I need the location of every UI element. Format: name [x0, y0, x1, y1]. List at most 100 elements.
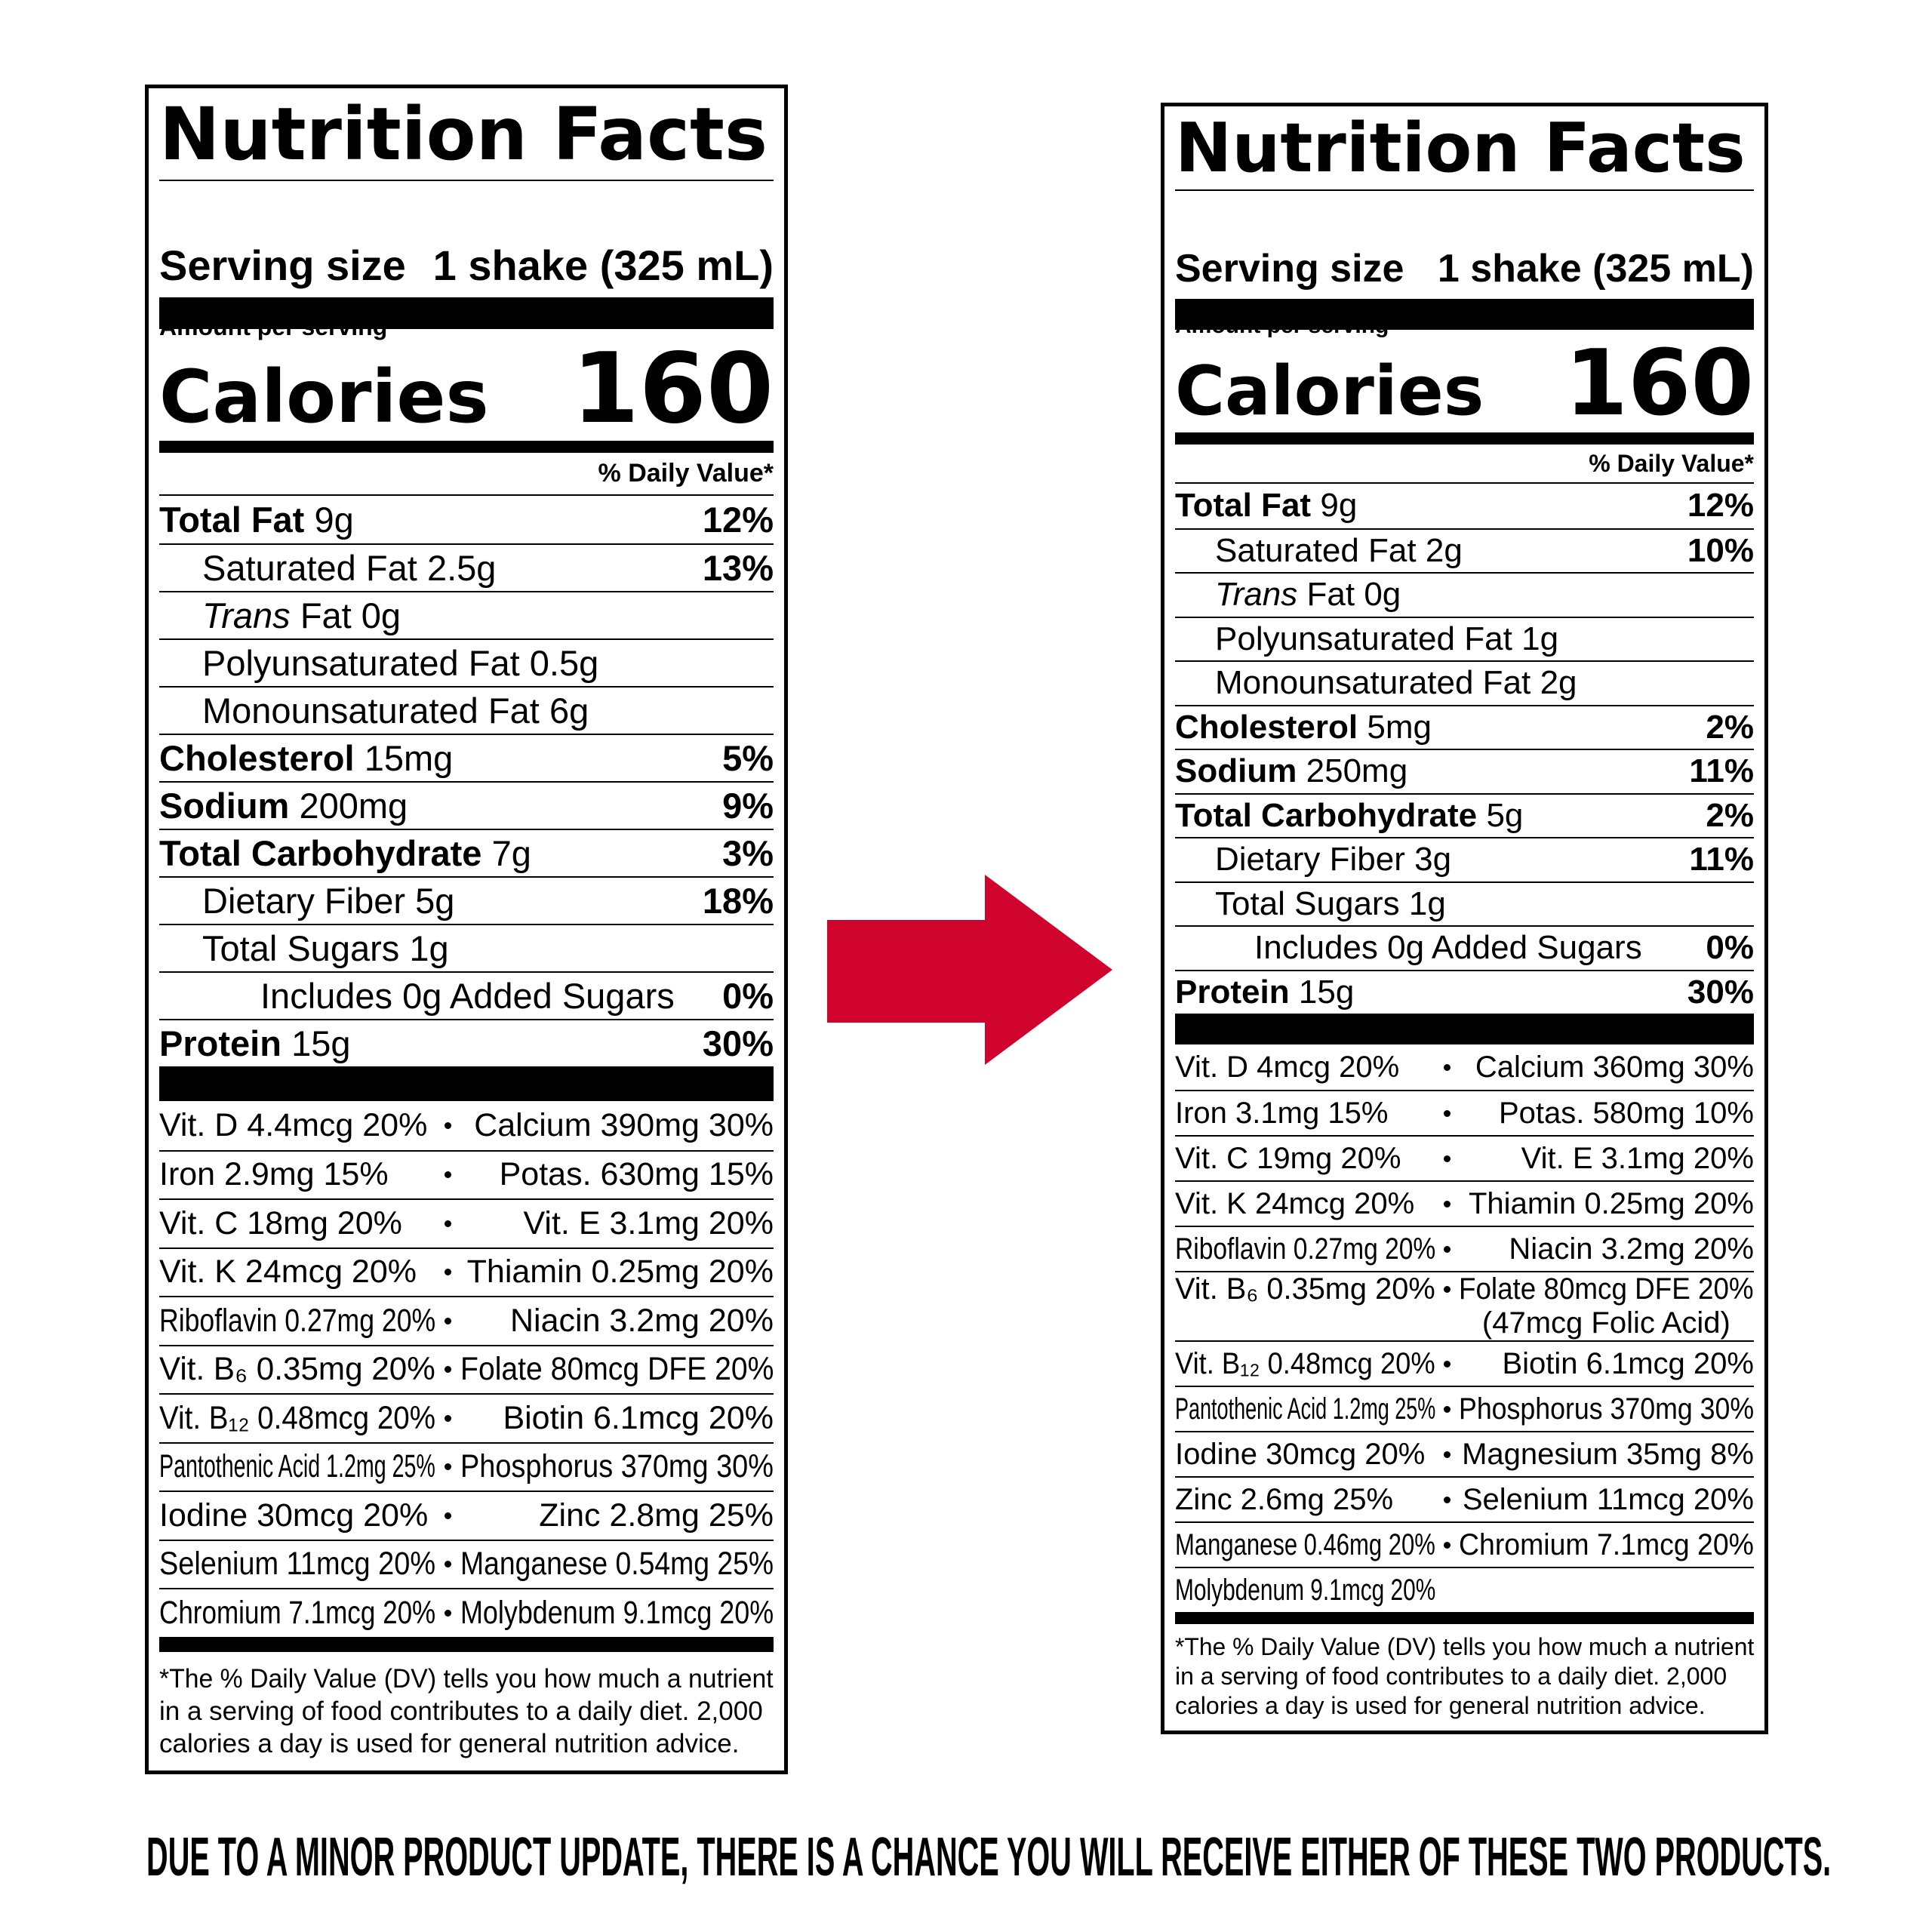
nutrient-dv: 3%: [722, 833, 774, 873]
nutrient-amount: Fat 0g: [300, 595, 401, 635]
vitamin-left: Manganese 0.46mg 20%: [1175, 1527, 1435, 1561]
nutrient-amount: 5g: [415, 881, 455, 921]
thick-bar: [1175, 299, 1754, 330]
nutrient-amount: 2.5g: [426, 548, 497, 588]
vitamin-row: Vit. B₁₂ 0.48mcg 20% Biotin 6.1mcg 20%: [1175, 1340, 1754, 1386]
vitamin-left-box: Riboflavin 0.27mg 20%: [159, 1303, 435, 1340]
calories-value: 160: [1564, 331, 1755, 436]
vitamin-note: (47mcg Folic Acid): [1481, 1306, 1730, 1340]
nutrient-name: Dietary Fiber: [1215, 841, 1405, 878]
nutrient-text: Sodium 200mg: [159, 785, 408, 826]
vitamin-right-box: Thiamin 0.25mg 20%: [1459, 1187, 1754, 1221]
arrow: [827, 875, 1112, 1065]
vitamin-right-box: Vit. E 3.1mg 20%: [460, 1205, 774, 1242]
nutrient-row: Trans Fat 0g: [1175, 572, 1754, 617]
footnote-line-box: *The % Daily Value (DV) tells you how mu…: [1175, 1632, 1754, 1661]
nutrient-dv: 11%: [1689, 752, 1754, 790]
vitamin-left: Iron 3.1mg 15%: [1175, 1096, 1389, 1130]
vitamin-right: Thiamin 0.25mg 20%: [466, 1254, 774, 1291]
vitamin-right-box: Potas. 630mg 15%: [460, 1156, 774, 1193]
vitamin-row: Vit. C 19mg 20% Vit. E 3.1mg 20%: [1175, 1135, 1754, 1180]
nutrient-row: Polyunsaturated Fat 0.5g: [159, 638, 774, 686]
serving-line: Serving size 1 shake (325 mL): [1175, 246, 1754, 291]
nutrient-row: Protein 15g 30%: [1175, 969, 1754, 1014]
vitamin-left: Iodine 30mcg 20%: [159, 1497, 429, 1534]
thin-bar: [1175, 1612, 1754, 1624]
nutrient-dv: 9%: [722, 786, 774, 826]
vitamin-left: Pantothenic Acid 1.2mg 25%: [159, 1448, 435, 1485]
bullet: [1443, 1360, 1451, 1367]
bullet: [445, 1366, 452, 1374]
vitamin-left-box: Manganese 0.46mg 20%: [1175, 1528, 1435, 1562]
nutrient-dv: 30%: [702, 1023, 774, 1063]
vitamin-left-box: Vit. D 4.4mcg 20%: [159, 1107, 435, 1144]
vitamin-row: Chromium 7.1mcg 20% Molybdenum 9.1mcg 20%: [159, 1588, 774, 1637]
vitamin-row: Pantothenic Acid 1.2mg 25% Phosphorus 370…: [1175, 1386, 1754, 1431]
nutrient-row: Includes 0g Added Sugars 0%: [1175, 925, 1754, 970]
nutrient-name: Protein: [159, 1023, 281, 1063]
vitamin-left-box: Vit. B₁₂ 0.48mcg 20%: [159, 1400, 435, 1437]
vitamin-left: Iodine 30mcg 20%: [1175, 1437, 1426, 1471]
nutrient-amount: 0.5g: [529, 643, 599, 683]
nutrient-dv: 13%: [702, 548, 774, 588]
thick-bar: [159, 297, 774, 329]
medium-bar: [159, 441, 774, 453]
footnote-line: in a serving of food contributes to a da…: [1175, 1662, 1727, 1690]
notice: DUE TO A MINOR PRODUCT UPDATE, THERE IS …: [146, 1827, 1832, 1887]
nutrient-amount: 7g: [491, 833, 531, 873]
vitamin-left-box: Vit. K 24mcg 20%: [1175, 1187, 1435, 1221]
vitamin-row: Vit. B₆ 0.35mg 20% Folate 80mcg DFE 20%: [159, 1344, 774, 1394]
nutrient-amount: 15mg: [364, 738, 454, 778]
vitamin-right: Potas. 630mg 15%: [499, 1156, 774, 1193]
nutrient-text: Dietary Fiber 3g: [1175, 841, 1451, 878]
nutrient-row: Total Carbohydrate 5g 2%: [1175, 792, 1754, 838]
bullet: [445, 1561, 452, 1568]
daily-value-header-row: % Daily Value*: [1175, 445, 1754, 484]
vitamin-right-box: Manganese 0.54mg 25%: [460, 1546, 774, 1583]
bullet: [445, 1171, 452, 1179]
vitamin-left: Riboflavin 0.27mg 20%: [1175, 1232, 1436, 1266]
vitamin-left: Selenium 11mcg 20%: [159, 1546, 436, 1583]
serving-line-box: Serving size 1 shake (325 mL): [1175, 246, 1754, 291]
footnote-line: calories a day is used for general nutri…: [1175, 1691, 1706, 1719]
nutrient-name: Monounsaturated Fat: [202, 691, 540, 731]
nutrient-text: Trans Fat 0g: [1175, 576, 1401, 614]
amount-per-serving: Amount per serving: [159, 313, 388, 340]
nutrient-amount: 2g: [1540, 664, 1577, 702]
vitamin-left: Vit. K 24mcg 20%: [159, 1254, 417, 1291]
vitamin-left-box: Iron 2.9mg 15%: [159, 1156, 435, 1193]
nutrient-text: Total Carbohydrate 5g: [1175, 797, 1523, 835]
bullet: [1443, 1286, 1451, 1293]
nutrient-text: Total Sugars 1g: [159, 928, 449, 969]
bullet: [1443, 1496, 1451, 1503]
daily-value-header: % Daily Value*: [598, 459, 774, 488]
nutrient-row: Sodium 250mg 11%: [1175, 749, 1754, 793]
nutrient-row: Polyunsaturated Fat 1g: [1175, 616, 1754, 661]
vitamin-left-box: Riboflavin 0.27mg 20%: [1175, 1232, 1435, 1266]
vitamin-row: Molybdenum 9.1mcg 20%: [1175, 1567, 1754, 1612]
nutrient-row: Total Sugars 1g: [159, 924, 774, 971]
bullet: [445, 1463, 452, 1471]
vitamin-row: Vit. C 18mg 20% Vit. E 3.1mg 20%: [159, 1198, 774, 1247]
vitamin-right: Magnesium 35mg 8%: [1462, 1437, 1754, 1471]
nutrient-amount: 3g: [1414, 841, 1452, 878]
nutrient-dv: 5%: [722, 738, 774, 778]
vitamin-left: Vit. B₁₂ 0.48mcg 20%: [159, 1399, 436, 1436]
thick-bar: [1175, 1014, 1754, 1044]
nutrient-name: Dietary Fiber: [202, 881, 406, 921]
nutrient-text: Cholesterol 5mg: [1175, 709, 1432, 746]
vitamin-right-box: Calcium 360mg 30%: [1459, 1051, 1754, 1084]
nutrient-row: Saturated Fat 2.5g 13%: [159, 543, 774, 591]
vitamin-right: Chromium 7.1mcg 20%: [1458, 1527, 1754, 1561]
nutrient-text: Sodium 250mg: [1175, 752, 1407, 790]
vitamin-row: Vit. K 24mcg 20% Thiamin 0.25mg 20%: [159, 1247, 774, 1297]
nutrient-name: Total Sugars: [1215, 884, 1400, 922]
vitamin-row: Selenium 11mcg 20% Manganese 0.54mg 25%: [159, 1539, 774, 1589]
nutrient-text: Saturated Fat 2.5g: [159, 547, 496, 589]
daily-value-header: % Daily Value*: [1589, 449, 1754, 477]
serving-line-box: Serving size 1 shake (325 mL): [159, 241, 774, 290]
nutrient-amount: 2g: [1425, 531, 1463, 569]
bullet: [445, 1121, 452, 1129]
nutrient-name: Includes 0g Added Sugars: [260, 976, 675, 1016]
